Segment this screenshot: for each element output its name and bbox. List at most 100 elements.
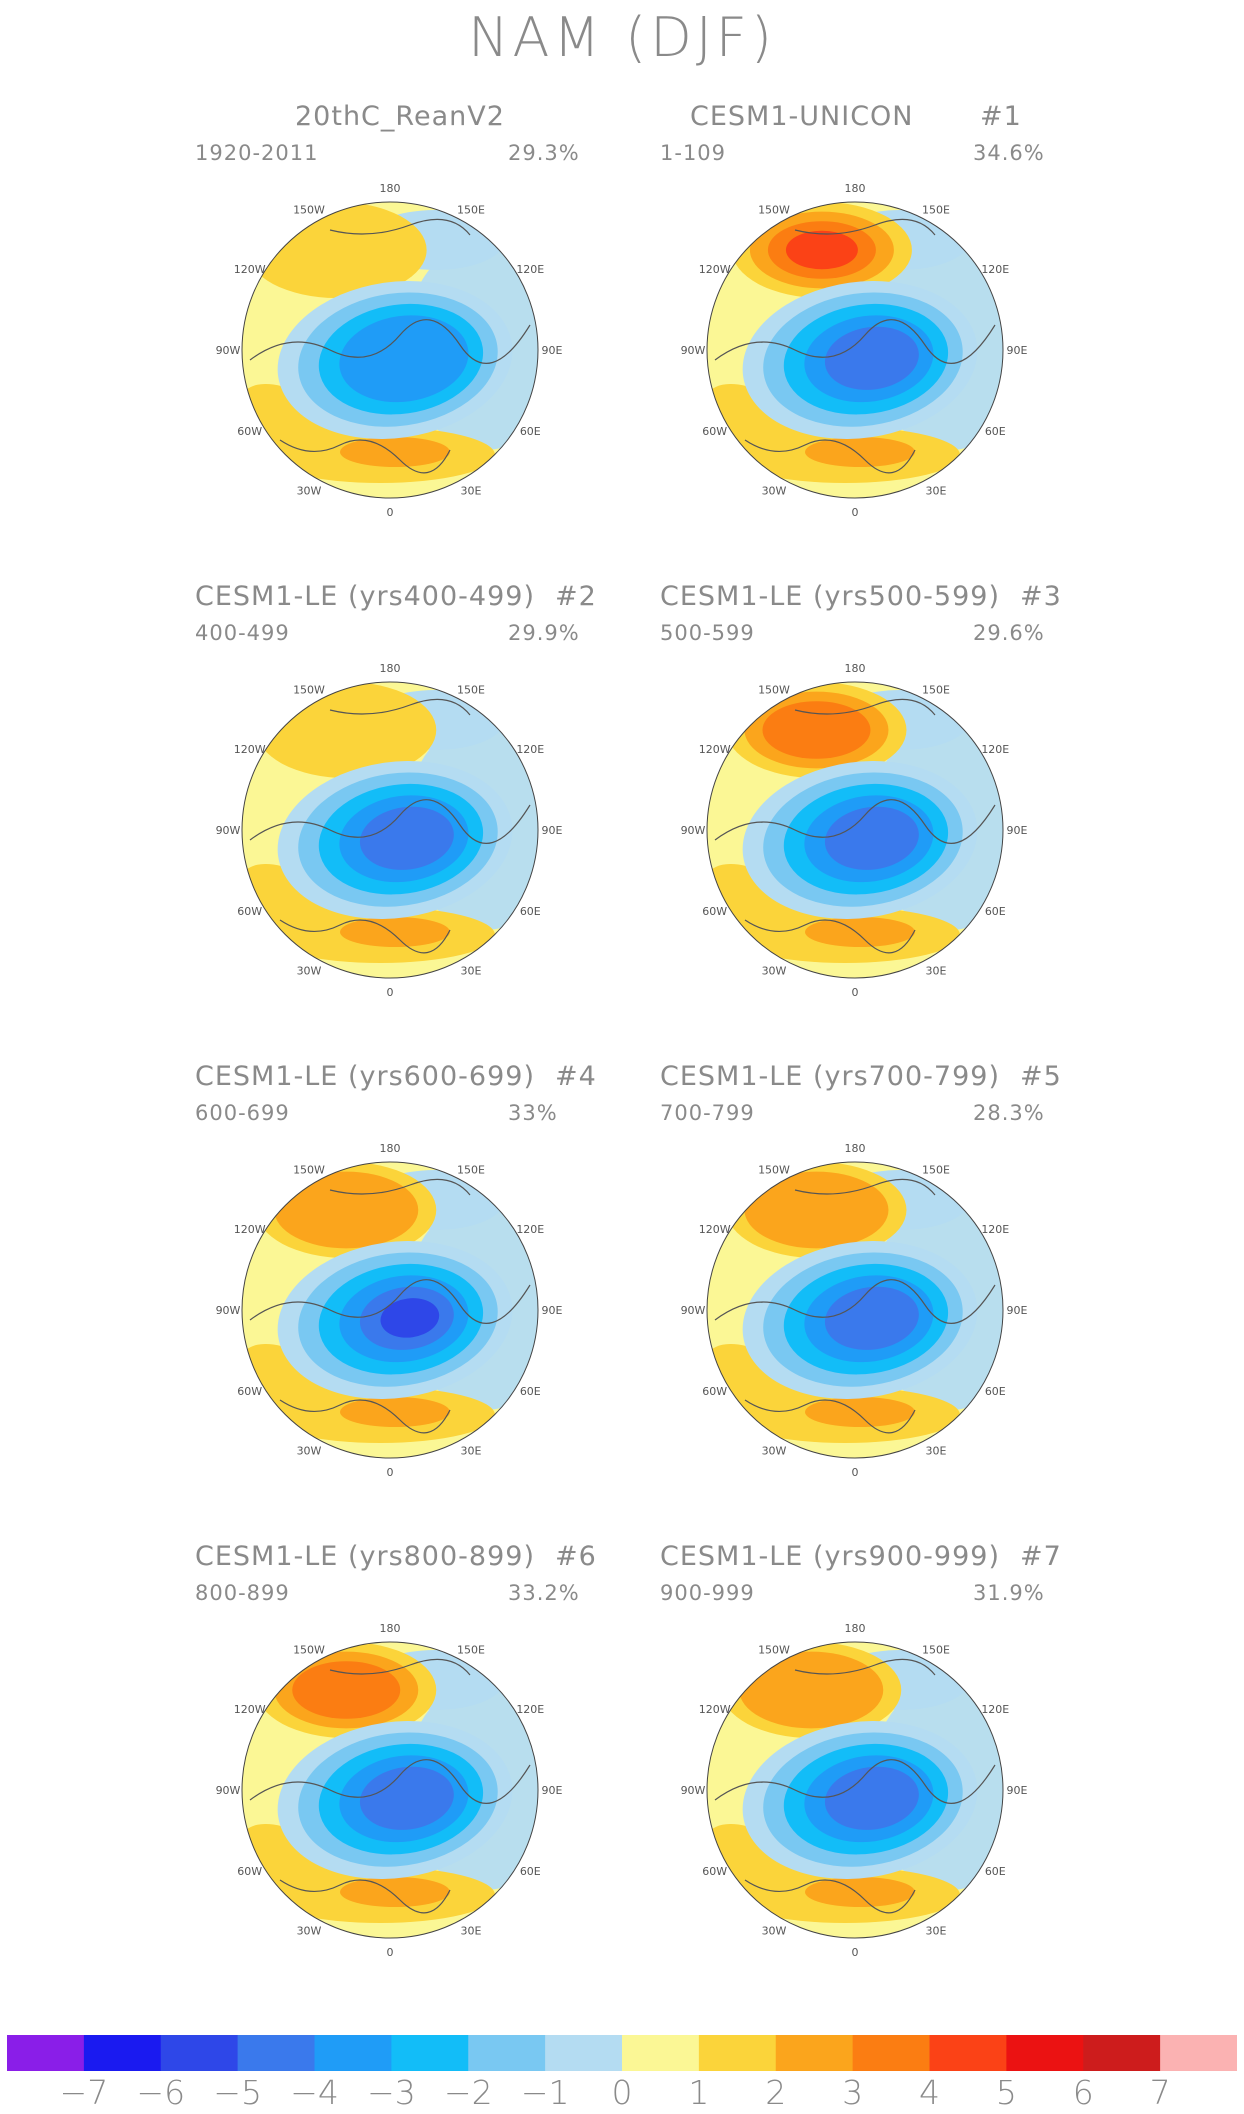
- longitude-label: 120E: [981, 263, 1009, 276]
- longitude-label: 30W: [297, 1444, 322, 1457]
- longitude-label: 150E: [457, 684, 485, 697]
- panel-years: 700-799: [660, 1101, 755, 1125]
- longitude-label: 60E: [985, 905, 1006, 918]
- longitude-label: 60E: [520, 1385, 541, 1398]
- panel-number: #6: [555, 1541, 597, 1572]
- atlantic-positive-core: [340, 437, 450, 467]
- colorbar-swatch: [545, 2035, 623, 2071]
- coastline: [714, 218, 996, 474]
- colorbar-swatch: [83, 2035, 162, 2071]
- map-fill: [707, 682, 1003, 978]
- map-boundary: [241, 1641, 539, 1939]
- panel-years: 800-899: [195, 1581, 290, 1605]
- colorbar: [7, 2035, 1237, 2071]
- colorbar-tick: −6: [136, 2073, 186, 2112]
- longitude-label: 180: [380, 182, 401, 195]
- longitude-label: 90W: [681, 824, 706, 837]
- colorbar-swatch: [160, 2035, 239, 2071]
- map-fill: [707, 202, 1003, 498]
- longitude-label: 120W: [234, 1223, 266, 1236]
- longitude-label: 60W: [702, 1385, 727, 1398]
- longitude-label: 90E: [542, 1784, 563, 1797]
- map-panel: CESM1-UNICON #1 1-109 34.6% 180 150E 120E 90E 60…: [645, 100, 1165, 570]
- colorbar-tick: −7: [59, 2073, 109, 2112]
- longitude-label: 120E: [516, 1223, 544, 1236]
- map-boundary: [706, 681, 1004, 979]
- longitude-label: 60E: [985, 425, 1006, 438]
- longitude-label: 90E: [1007, 824, 1028, 837]
- panel-years: 400-499: [195, 621, 290, 645]
- longitude-label: 60W: [237, 1865, 262, 1878]
- colorbar-swatch: [929, 2035, 1007, 2071]
- panel-title: CESM1-LE (yrs900-999): [660, 1541, 1000, 1572]
- atlantic-positive-core: [805, 437, 915, 467]
- map-panel: 20thC_ReanV2 1920-2011 29.3% 180 150E 120E 90E…: [180, 100, 700, 570]
- longitude-label: 30W: [297, 964, 322, 977]
- panel-years: 1-109: [660, 141, 727, 165]
- panel-years: 1920-2011: [195, 141, 319, 165]
- longitude-label: 180: [380, 1622, 401, 1635]
- longitude-label: 150E: [922, 1164, 950, 1177]
- longitude-label: 90W: [216, 344, 241, 357]
- polar-low-level: [824, 1286, 919, 1350]
- longitude-label: 180: [380, 662, 401, 675]
- longitude-label: 0: [852, 986, 859, 999]
- longitude-label: 120E: [516, 263, 544, 276]
- colorbar-swatch: [391, 2035, 469, 2071]
- atlantic-positive-core: [805, 917, 915, 947]
- longitude-label: 60E: [520, 425, 541, 438]
- colorbar-swatch: [1083, 2035, 1161, 2071]
- map-panel: CESM1-LE (yrs500-599) #3 500-599 29.6% 180 15…: [645, 580, 1165, 1050]
- longitude-label: 90E: [1007, 1304, 1028, 1317]
- colorbar-tick: 2: [765, 2073, 787, 2112]
- pacific-high-level: [292, 1661, 401, 1719]
- map-fill: [242, 682, 538, 978]
- colorbar-swatch: [314, 2035, 392, 2071]
- colorbar-swatch: [852, 2035, 930, 2071]
- longitude-label: 90E: [1007, 1784, 1028, 1797]
- longitude-label: 150E: [457, 1644, 485, 1657]
- colorbar-swatch: [775, 2035, 854, 2071]
- longitude-label: 30W: [297, 1924, 322, 1937]
- pacific-high-level: [744, 1171, 889, 1249]
- atlantic-positive-core: [340, 1397, 450, 1427]
- map-boundary: [706, 1641, 1004, 1939]
- colorbar-tick: −1: [520, 2073, 570, 2112]
- longitude-label: 150W: [293, 204, 325, 217]
- map-fill: [242, 202, 538, 498]
- map-panel: CESM1-LE (yrs800-899) #6 800-899 33.2% 180 15…: [180, 1540, 700, 2010]
- longitude-label: 90W: [681, 1784, 706, 1797]
- polar-map: 180 150E 120E 90E 60E 30E 0 30W 60W 90W 120W 150W: [681, 1622, 1028, 1959]
- colorbar-swatch: [468, 2035, 546, 2071]
- panel-years: 900-999: [660, 1581, 755, 1605]
- longitude-label: 150E: [457, 204, 485, 217]
- coastline: [714, 1178, 996, 1434]
- pacific-high-level: [785, 230, 858, 270]
- longitude-label: 120W: [699, 743, 731, 756]
- longitude-label: 30W: [762, 1924, 787, 1937]
- longitude-label: 60E: [520, 1865, 541, 1878]
- longitude-label: 30W: [762, 964, 787, 977]
- panel-title: CESM1-LE (yrs600-699): [195, 1061, 535, 1092]
- longitude-label: 90E: [542, 824, 563, 837]
- coastline: [249, 218, 531, 474]
- panel-variance-percent: 31.9%: [973, 1581, 1045, 1605]
- colorbar-tick: 6: [1072, 2073, 1094, 2112]
- longitude-label: 30W: [762, 484, 787, 497]
- longitude-label: 150W: [758, 1164, 790, 1177]
- longitude-label: 180: [845, 662, 866, 675]
- colorbar-swatch: [7, 2035, 85, 2071]
- longitude-label: 60E: [985, 1865, 1006, 1878]
- longitude-label: 150W: [758, 1644, 790, 1657]
- panel-variance-percent: 29.9%: [508, 621, 580, 645]
- panel-variance-percent: 28.3%: [973, 1101, 1045, 1125]
- longitude-label: 90E: [1007, 344, 1028, 357]
- panel-years: 500-599: [660, 621, 755, 645]
- map-boundary: [706, 201, 1004, 499]
- polar-low-level: [824, 1766, 919, 1830]
- colorbar-tick: 5: [995, 2073, 1017, 2112]
- coastline: [714, 1658, 996, 1914]
- panel-number: #3: [1020, 581, 1062, 612]
- longitude-label: 120W: [234, 1703, 266, 1716]
- coastline: [714, 698, 996, 954]
